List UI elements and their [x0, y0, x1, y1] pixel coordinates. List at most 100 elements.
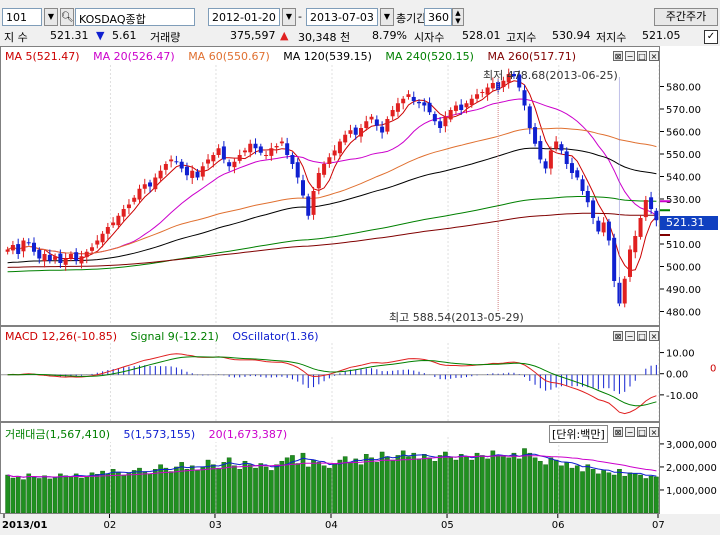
date-tick-label: 03	[209, 520, 222, 531]
volume-bar	[321, 465, 327, 513]
candle-body	[84, 251, 89, 258]
start-date-dropdown[interactable]: ▼	[282, 8, 296, 26]
volume-bar	[501, 456, 506, 513]
price-tick-label: 530.00	[666, 195, 701, 206]
volume-bar	[643, 478, 649, 513]
amount-legend-item: 거래대금(1,567,410)	[5, 428, 111, 441]
volume-bar	[73, 473, 79, 513]
candle-body	[279, 141, 284, 144]
candle-body	[364, 121, 369, 128]
candle-body	[163, 164, 168, 170]
macd-legend: MACD 12,26(-10.85) Signal 9(-12.21) OSci…	[5, 330, 319, 343]
volume-bar	[316, 462, 322, 513]
volume-ma20-line	[7, 455, 657, 478]
candle-body	[480, 92, 485, 93]
macd-close-icon[interactable]: ×	[649, 331, 659, 341]
code-field[interactable]: 101	[2, 8, 42, 26]
ma260-legend: MA 260(517.71)	[487, 50, 577, 63]
volume-bar	[569, 467, 575, 513]
macd-minimize-icon[interactable]: −	[625, 331, 635, 341]
volume-bar	[21, 479, 26, 513]
candle-body	[353, 127, 358, 135]
volume-close-icon[interactable]: ×	[649, 427, 659, 437]
end-date-field[interactable]: 2013-07-03	[306, 8, 378, 26]
start-date-field[interactable]: 2012-01-20	[208, 8, 280, 26]
period-field[interactable]: 360	[424, 8, 452, 26]
volume-bar	[590, 469, 596, 513]
volume-bar	[84, 475, 90, 513]
volume-bar	[458, 454, 464, 513]
candle-body	[612, 237, 617, 281]
volume-chart	[5, 437, 659, 513]
volume-bar	[654, 476, 659, 513]
volume-bar	[52, 477, 58, 513]
candle-body	[575, 170, 580, 178]
volume-bar	[258, 463, 264, 513]
volume-bar	[274, 464, 279, 513]
volume-bar	[242, 460, 248, 513]
volume-maximize-icon[interactable]: □	[637, 427, 647, 437]
code-dropdown-button[interactable]: ▼	[44, 8, 58, 26]
price-tick-label: 570.00	[666, 105, 701, 116]
volume-bar	[601, 470, 606, 513]
candle-body	[195, 171, 200, 178]
candle-body	[237, 155, 242, 161]
macd-maximize-icon[interactable]: □	[637, 331, 647, 341]
volume-bar	[110, 469, 116, 513]
volume-bar	[305, 466, 311, 513]
period-stepper[interactable]: ▲ ▼	[452, 8, 464, 26]
volume-bar	[284, 457, 290, 513]
volume-bar	[5, 474, 10, 513]
high-label: 고지수	[506, 31, 537, 44]
volume-bar	[10, 477, 16, 513]
stock-name-field[interactable]: KOSDAQ종합	[75, 8, 195, 26]
volume-bar	[606, 472, 612, 513]
candle-body	[359, 128, 364, 137]
candle-body	[269, 148, 274, 156]
candle-body	[316, 173, 321, 189]
candle-body	[232, 161, 237, 168]
search-button[interactable]: 🔍︎	[60, 8, 74, 26]
date-tick-label: 07	[652, 520, 665, 531]
candle-body	[132, 197, 137, 202]
candle-body	[169, 159, 174, 162]
volume-bar	[174, 466, 179, 513]
volume-bar	[137, 467, 142, 513]
candle-body	[385, 119, 390, 132]
candle-body	[105, 227, 110, 234]
ma240-legend: MA 240(520.15)	[385, 50, 474, 63]
candle-body	[248, 143, 253, 153]
macd-settings-icon[interactable]: ⊠	[613, 331, 623, 341]
volume-bar	[611, 474, 617, 513]
volume-settings-icon[interactable]: ⊠	[613, 427, 623, 437]
volume-bar	[395, 455, 401, 513]
macd-line	[7, 353, 657, 415]
end-date-dropdown[interactable]: ▼	[380, 8, 394, 26]
macd-tick-label: 0.00	[666, 370, 688, 381]
panel-close-icon[interactable]: ×	[649, 51, 659, 61]
candle-body	[184, 166, 189, 176]
candle-body	[464, 103, 469, 108]
candle-body	[559, 144, 564, 151]
volume-bar	[385, 456, 390, 513]
volume-bar	[480, 455, 485, 513]
volume-bar	[379, 451, 385, 513]
low-label: 저지수	[596, 31, 627, 44]
volume-bar	[15, 475, 21, 513]
volume-bar	[300, 452, 306, 513]
option-checkbox[interactable]: ✓	[704, 30, 718, 44]
volume-bar	[585, 464, 591, 513]
panel-minimize-icon[interactable]: −	[625, 51, 635, 61]
weekly-price-label: 주간주가	[665, 10, 707, 23]
volume-bar	[189, 465, 195, 513]
panel-maximize-icon[interactable]: □	[637, 51, 647, 61]
candle-body	[348, 130, 353, 134]
signal-line	[7, 356, 657, 407]
weekly-price-button[interactable]: 주간주가	[654, 8, 718, 26]
volume-minimize-icon[interactable]: −	[625, 427, 635, 437]
volume-bar	[184, 469, 190, 513]
change-down-arrow: ▼	[96, 29, 105, 42]
volume-bar	[31, 476, 37, 513]
panel-settings-icon[interactable]: ⊠	[613, 51, 623, 61]
date-tick-label: 04	[325, 520, 338, 531]
